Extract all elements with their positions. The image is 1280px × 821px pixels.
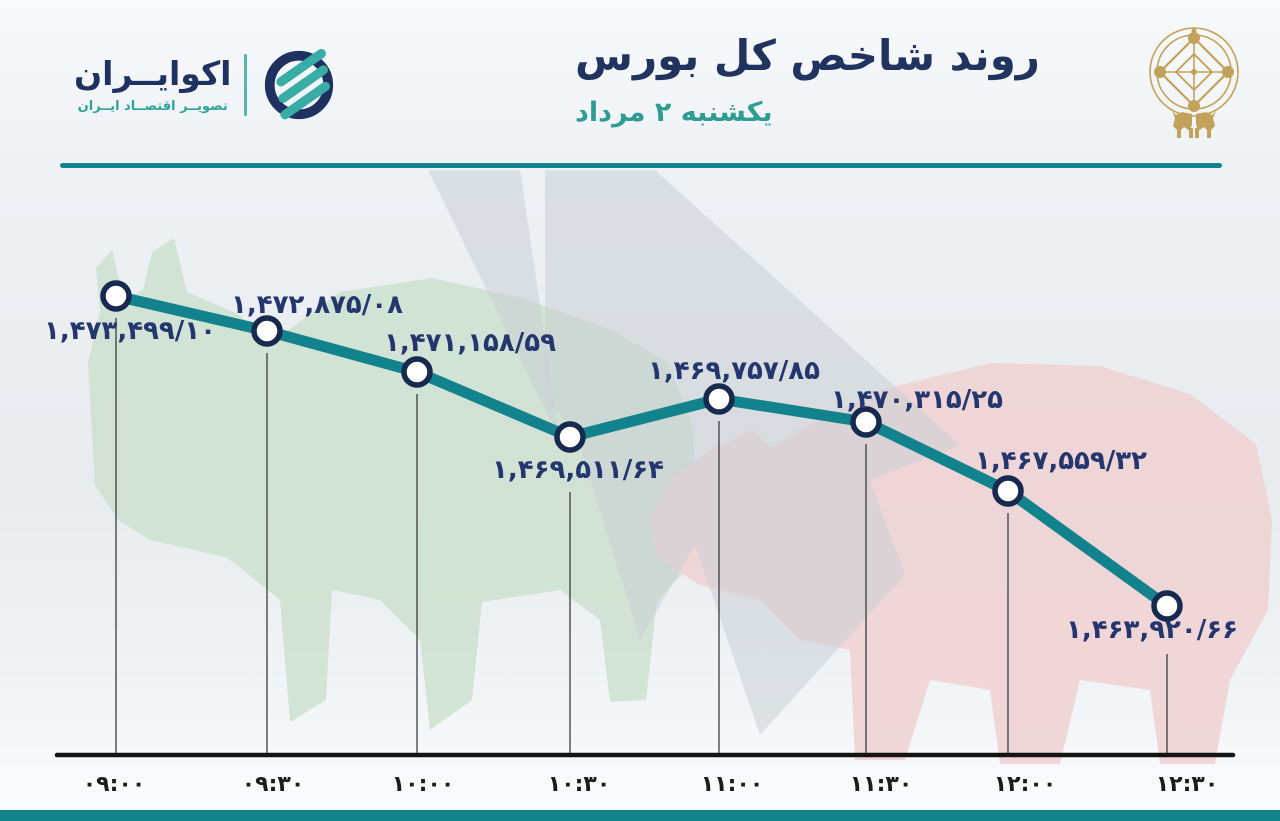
data-point-marker [401, 356, 433, 388]
x-axis-tick-label: ۱۲:۰۰ [993, 772, 1057, 797]
data-point-marker [992, 475, 1024, 507]
brand-text: اکوایــران تصویــر اقتصــاد ایــران [74, 54, 232, 114]
header-divider [60, 163, 1222, 168]
x-axis-tick-label: ۰۹:۳۰ [241, 772, 305, 797]
brand-tagline: تصویــر اقتصــاد ایــران [77, 98, 228, 114]
stock-exchange-emblem-icon [1149, 27, 1239, 138]
data-point-value-label: ۱,۴۷۱,۱۵۸/۵۹ [383, 328, 557, 358]
lightning-bolt-shape [428, 170, 560, 440]
data-point-value-label: ۱,۴۶۳,۹۲۰/۶۶ [1065, 615, 1239, 645]
data-point-marker [251, 315, 283, 347]
data-point-marker [1151, 590, 1183, 622]
x-axis-tick-label: ۱۱:۰۰ [700, 772, 764, 797]
data-point-marker [703, 383, 735, 415]
page-date: یکشنبه ۲ مرداد [575, 96, 773, 128]
data-point-value-label: ۱,۴۷۰,۳۱۵/۲۵ [830, 385, 1004, 415]
ecoiran-logo-icon [265, 48, 334, 120]
index-trend-line [110, 290, 1173, 612]
x-axis-tick-label: ۱۱:۳۰ [849, 772, 913, 797]
x-axis-tick-label: ۰۹:۰۰ [82, 772, 146, 797]
x-axis-tick-label: ۱۰:۳۰ [547, 772, 611, 797]
x-axis-tick-label: ۱۰:۰۰ [391, 772, 455, 797]
data-point-marker [100, 280, 132, 312]
x-axis-tick-label: ۱۲:۳۰ [1155, 772, 1219, 797]
brand-logo: اکوایــران تصویــر اقتصــاد ایــران [74, 46, 338, 124]
brand-separator [244, 54, 248, 116]
data-point-value-label: ۱,۴۷۳,۴۹۹/۱۰ [43, 316, 217, 346]
data-point-marker [850, 406, 882, 438]
page-title: روند شاخص کل بورس [575, 31, 1040, 80]
title-block: روند شاخص کل بورس یکشنبه ۲ مرداد [575, 26, 1040, 128]
lightning-bolt-shape [545, 170, 960, 735]
brand-name: اکوایــران [74, 54, 232, 94]
footer-bar [0, 810, 1280, 821]
data-point-value-label: ۱,۴۷۲,۸۷۵/۰۸ [230, 290, 404, 320]
data-point-value-label: ۱,۴۶۷,۵۵۹/۳۲ [974, 446, 1148, 476]
data-point-value-label: ۱,۴۶۹,۵۱۱/۶۴ [491, 455, 665, 485]
data-point-value-label: ۱,۴۶۹,۷۵۷/۸۵ [647, 356, 821, 386]
data-point-marker [554, 421, 586, 453]
